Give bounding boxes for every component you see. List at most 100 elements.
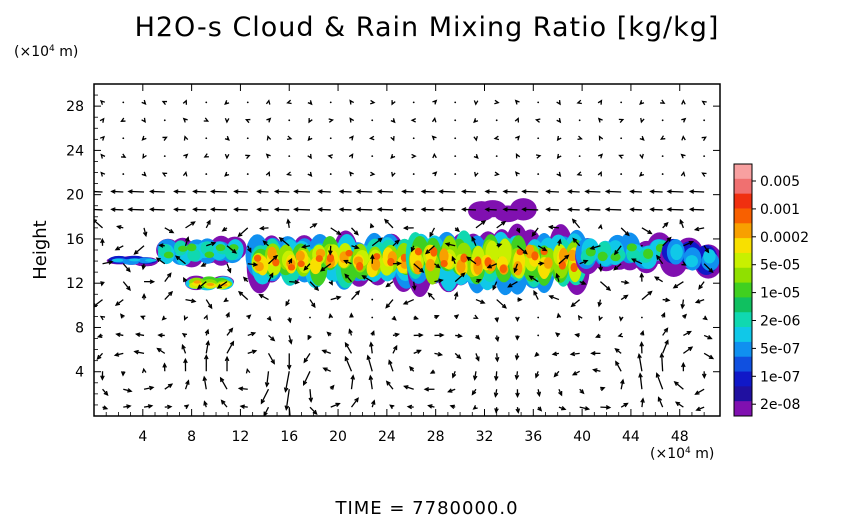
wind-arrow [303, 371, 311, 385]
cloud-cell [253, 254, 262, 262]
wind-arrowhead [270, 336, 276, 342]
wind-arrowhead [139, 315, 146, 320]
wind-arrow [111, 190, 124, 193]
wind-arrow [558, 254, 569, 265]
wind-arrowhead [571, 218, 577, 224]
wind-arrowhead [121, 153, 127, 158]
wind-arrowhead [447, 388, 453, 393]
wind-arrowhead [701, 172, 707, 177]
wind-arrowhead [355, 207, 362, 212]
wind-arrow [234, 190, 248, 193]
wind-arrowhead [203, 117, 210, 122]
wind-arrowhead [571, 371, 578, 376]
wind-arrowhead [377, 237, 383, 243]
wind-arrow [351, 227, 359, 235]
wind-arrowhead [327, 154, 333, 159]
wind-arrowhead [630, 258, 637, 263]
wind-arrowhead [314, 285, 320, 292]
wind-arrowhead [637, 353, 642, 359]
cloud-cell [440, 259, 448, 268]
wind-arrowhead [418, 332, 424, 338]
wind-arrowhead [141, 99, 147, 106]
wind-arrowhead [108, 260, 114, 265]
wind-arrowhead [148, 189, 155, 194]
wind-arrowhead [708, 268, 714, 274]
wind-arrow [471, 237, 477, 247]
wind-arrowhead [649, 189, 655, 194]
wind-arrowhead [155, 257, 162, 263]
wind-arrowhead [114, 301, 121, 307]
wind-arrowhead [410, 118, 417, 123]
wind-arrowhead [272, 254, 279, 260]
wind-arrowhead [615, 360, 620, 366]
wind-arrow [703, 352, 714, 359]
wind-arrowhead [258, 293, 264, 299]
wind-arrowhead [265, 153, 271, 159]
wind-arrowhead [233, 189, 239, 194]
wind-arrowhead [225, 311, 230, 318]
wind-arrowhead [96, 354, 102, 360]
wind-arrow [656, 255, 664, 265]
wind-arrowhead [394, 239, 400, 245]
wind-arrowhead [192, 189, 198, 194]
wind-arrowhead [660, 135, 666, 140]
wind-dot [371, 119, 374, 122]
wind-arrowhead [515, 135, 521, 141]
wind-arrowhead [224, 355, 230, 362]
wind-arrowhead [288, 339, 293, 345]
wind-arrowhead [338, 189, 345, 194]
wind-arrowhead [244, 118, 251, 124]
wind-dot [371, 155, 374, 158]
wind-arrowhead [701, 136, 707, 142]
wind-dot [537, 137, 540, 140]
wind-dot [537, 316, 540, 319]
wind-arrow [614, 245, 622, 255]
wind-arrow [568, 208, 580, 211]
wind-arrowhead [307, 171, 313, 178]
cloud-cell [373, 253, 381, 260]
wind-arrowhead [557, 238, 562, 245]
wind-arrowhead [649, 207, 655, 212]
wind-arrowhead [383, 218, 389, 224]
wind-arrowhead [535, 154, 542, 159]
wind-arrowhead [237, 386, 244, 392]
wind-arrowhead [423, 386, 430, 392]
wind-arrowhead [555, 272, 560, 279]
wind-arrowhead [410, 246, 416, 253]
cloud-cell [626, 243, 637, 252]
wind-arrowhead [493, 392, 499, 398]
wind-arrowhead [99, 99, 106, 105]
wind-arrowhead [471, 390, 477, 396]
wind-arrowhead [385, 282, 391, 288]
wind-arrow [503, 190, 518, 193]
wind-arrowhead [353, 230, 359, 236]
wind-arrow [658, 397, 664, 408]
wind-arrow [402, 190, 414, 193]
wind-arrowhead [521, 207, 527, 212]
wind-arrowhead [507, 283, 513, 288]
wind-arrow [462, 190, 476, 193]
wind-arrowhead [369, 171, 376, 177]
wind-arrowhead [431, 117, 437, 123]
wind-arrowhead [226, 268, 232, 274]
colorbar-swatch [734, 252, 752, 269]
wind-arrowhead [480, 299, 486, 304]
wind-arrowhead [647, 290, 653, 296]
wind-arrowhead [453, 314, 460, 320]
wind-arrowhead [161, 315, 167, 321]
y-tick-label: 24 [66, 143, 84, 159]
wind-arrow [203, 377, 207, 390]
wind-arrowhead [393, 344, 398, 351]
cloud-cell [315, 255, 323, 262]
wind-arrowhead [385, 380, 391, 386]
wind-arrowhead [266, 117, 272, 123]
wind-dot [661, 119, 664, 122]
wind-dot [537, 173, 540, 175]
wind-arrowhead [245, 368, 251, 374]
colorbar-label: 1e-07 [760, 369, 800, 385]
wind-arrowhead [453, 291, 459, 297]
wind-arrowhead [344, 355, 349, 362]
wind-arrow [403, 298, 414, 305]
wind-arrowhead [368, 374, 374, 381]
wind-arrowhead [660, 99, 666, 104]
